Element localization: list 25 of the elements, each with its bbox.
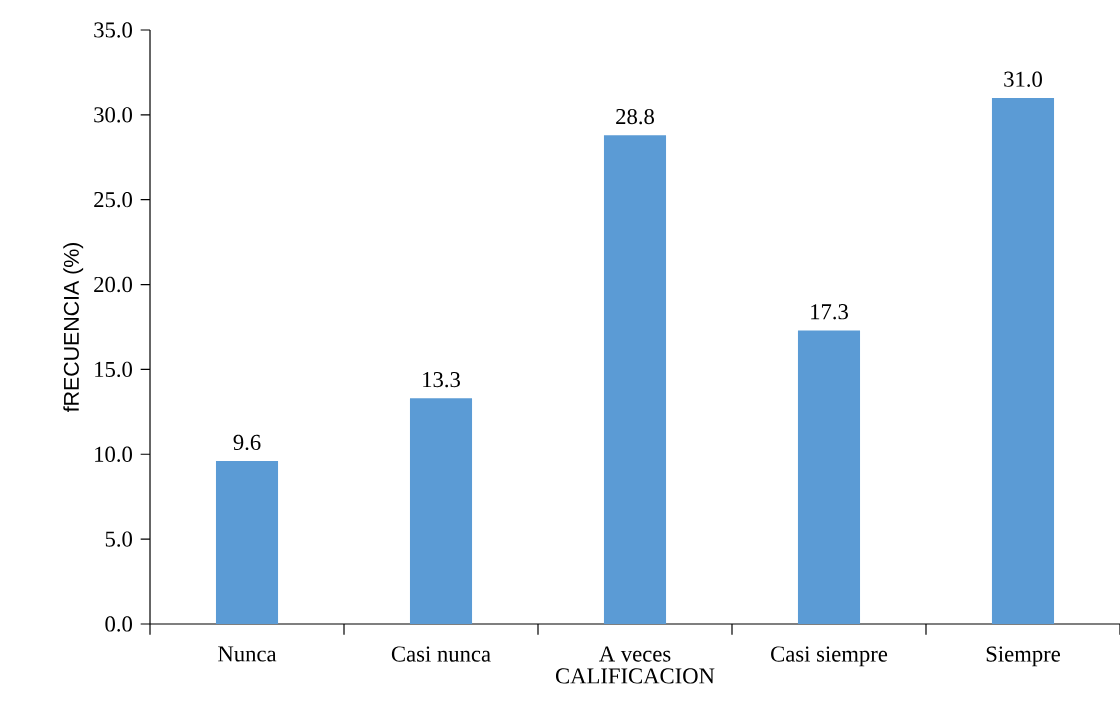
y-tick-label: 35.0 xyxy=(94,22,132,38)
y-tick-label: 30.0 xyxy=(94,107,132,123)
y-tick-label: 10.0 xyxy=(95,446,132,462)
y-tick-label: 20.0 xyxy=(94,276,132,293)
bar xyxy=(991,97,1055,624)
bar xyxy=(603,135,667,624)
bar xyxy=(797,330,861,624)
y-tick-label: 5.0 xyxy=(105,531,132,547)
x-axis-title: CALIFICACION xyxy=(555,668,715,684)
y-tick-label: 25.0 xyxy=(94,192,132,208)
x-tick-label: Siempre xyxy=(986,646,1060,667)
data-label: 17.3 xyxy=(811,304,848,320)
data-label: 28.8 xyxy=(616,108,654,125)
y-tick-label: 0.0 xyxy=(105,616,132,632)
x-tick-label: A veces xyxy=(599,646,671,662)
data-label: 31.0 xyxy=(1004,71,1042,87)
x-tick-label: Casi nunca xyxy=(391,646,491,662)
bar xyxy=(215,461,279,624)
x-tick-label: Nunca xyxy=(218,646,277,662)
y-axis-title: fRECUENCIA (%) xyxy=(63,243,84,413)
y-tick-label: 15.0 xyxy=(95,361,132,378)
data-label: 13.3 xyxy=(423,372,460,388)
data-label: 9.6 xyxy=(233,434,261,451)
x-tick-label: Casi siempre xyxy=(771,646,888,667)
bar xyxy=(409,398,473,624)
